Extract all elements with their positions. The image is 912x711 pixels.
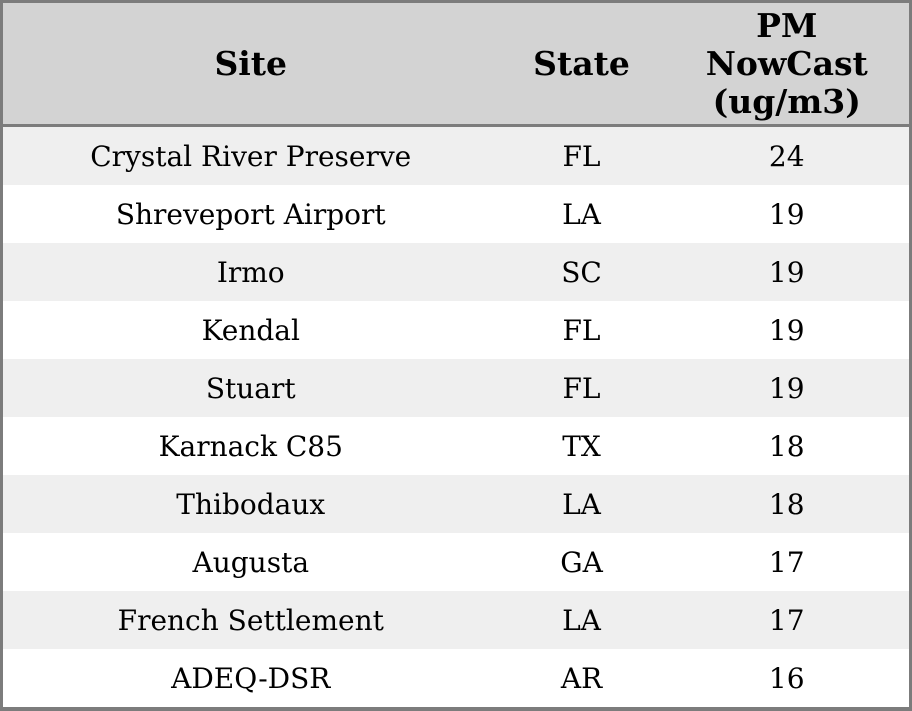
cell-site: Crystal River Preserve <box>1 125 499 185</box>
cell-state: LA <box>498 475 665 533</box>
cell-pm-nowcast: 18 <box>664 475 911 533</box>
cell-site: French Settlement <box>1 591 499 649</box>
cell-pm-nowcast: 16 <box>664 649 911 709</box>
cell-site: Shreveport Airport <box>1 185 499 243</box>
cell-site: Irmo <box>1 243 499 301</box>
cell-site: Stuart <box>1 359 499 417</box>
table-row: Augusta GA 17 <box>1 533 911 591</box>
cell-state: SC <box>498 243 665 301</box>
header-pm-nowcast: PM NowCast (ug/m3) <box>664 1 911 127</box>
table-row: Stuart FL 19 <box>1 359 911 417</box>
cell-site: Karnack C85 <box>1 417 499 475</box>
cell-pm-nowcast: 17 <box>664 533 911 591</box>
cell-state: TX <box>498 417 665 475</box>
header-site: Site <box>1 1 499 127</box>
table-row: ADEQ-DSR AR 16 <box>1 649 911 709</box>
cell-state: FL <box>498 125 665 185</box>
cell-state: AR <box>498 649 665 709</box>
cell-site: ADEQ-DSR <box>1 649 499 709</box>
cell-pm-nowcast: 19 <box>664 243 911 301</box>
cell-state: LA <box>498 591 665 649</box>
table-header: Site State PM NowCast (ug/m3) <box>1 1 911 127</box>
table-row: Crystal River Preserve FL 24 <box>1 125 911 185</box>
cell-state: GA <box>498 533 665 591</box>
table-row: Irmo SC 19 <box>1 243 911 301</box>
table-body: Crystal River Preserve FL 24 Shreveport … <box>1 125 911 709</box>
table-row: Shreveport Airport LA 19 <box>1 185 911 243</box>
cell-pm-nowcast: 19 <box>664 301 911 359</box>
table-row: Kendal FL 19 <box>1 301 911 359</box>
table-row: Thibodaux LA 18 <box>1 475 911 533</box>
cell-site: Augusta <box>1 533 499 591</box>
cell-site: Kendal <box>1 301 499 359</box>
cell-pm-nowcast: 19 <box>664 185 911 243</box>
cell-pm-nowcast: 18 <box>664 417 911 475</box>
header-state: State <box>498 1 665 127</box>
cell-state: FL <box>498 301 665 359</box>
cell-site: Thibodaux <box>1 475 499 533</box>
cell-pm-nowcast: 17 <box>664 591 911 649</box>
header-row: Site State PM NowCast (ug/m3) <box>1 1 911 127</box>
cell-state: LA <box>498 185 665 243</box>
table-row: Karnack C85 TX 18 <box>1 417 911 475</box>
cell-pm-nowcast: 24 <box>664 125 911 185</box>
cell-state: FL <box>498 359 665 417</box>
table-row: French Settlement LA 17 <box>1 591 911 649</box>
cell-pm-nowcast: 19 <box>664 359 911 417</box>
